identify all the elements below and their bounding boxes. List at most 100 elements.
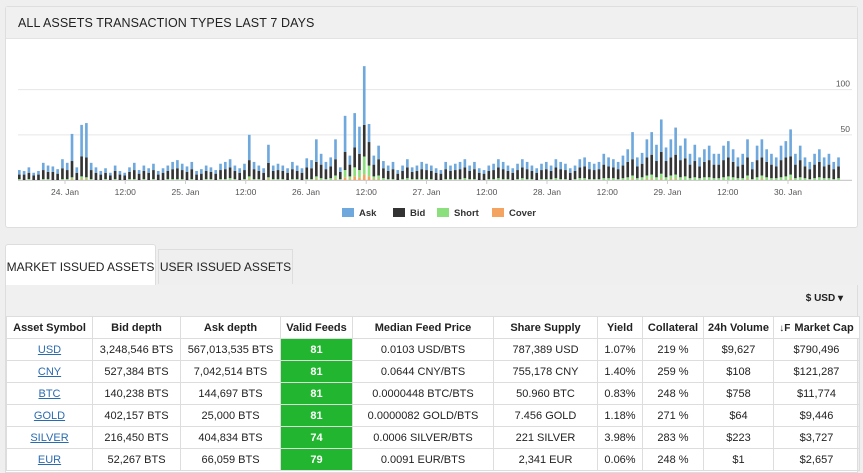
bar-bid <box>89 170 93 180</box>
tab-user-issued-assets[interactable]: USER ISSUED ASSETS <box>158 249 293 284</box>
cell-median-feed-price: 0.0091 EUR/BTS <box>352 448 494 471</box>
bar-ask <box>482 170 486 174</box>
bar-bid <box>688 164 692 179</box>
bar-short <box>348 176 352 180</box>
col-header-collateral[interactable]: Collateral <box>642 316 704 339</box>
bar-short <box>65 179 69 180</box>
bar-short <box>233 179 237 180</box>
col-header-valid-feeds[interactable]: Valid Feeds <box>280 316 353 339</box>
col-header-share-supply[interactable]: Share Supply <box>493 316 598 339</box>
bar-short <box>85 177 88 180</box>
currency-dropdown[interactable]: $ USD ▾ <box>805 293 843 304</box>
bar-bid <box>362 124 366 157</box>
cell-asset-symbol: EUR <box>6 448 93 471</box>
bar-ask <box>592 163 596 171</box>
bar-ask <box>473 161 476 170</box>
bar-bid <box>267 162 270 178</box>
bar-short <box>458 179 462 180</box>
bar-ask <box>770 153 773 165</box>
bar-ask <box>104 168 107 173</box>
legend-swatch-bid <box>393 208 405 217</box>
bar-bid <box>573 170 577 180</box>
bar-short <box>688 178 692 180</box>
asset-symbol-link[interactable]: EUR <box>37 453 62 466</box>
bar-bid <box>774 166 778 179</box>
col-header-label: Median Feed Price <box>374 321 472 334</box>
bar-bid <box>530 170 534 180</box>
bar-short <box>583 178 586 180</box>
bar-ask <box>784 141 788 158</box>
bar-bid <box>65 170 69 180</box>
transactions-chart-panel: ALL ASSETS TRANSACTION TYPES LAST 7 DAYS… <box>5 6 858 228</box>
cell-median-feed-price: 0.0006 SILVER/BTS <box>352 426 494 449</box>
bar-bid <box>813 164 816 179</box>
cell-asset-symbol: BTC <box>6 382 93 405</box>
bar-ask <box>161 168 165 173</box>
bar-bid <box>204 170 208 180</box>
col-header-24h-volume[interactable]: 24h Volume <box>703 316 774 339</box>
bar-bid <box>621 165 625 179</box>
bar-bid <box>286 172 289 180</box>
bar-ask <box>722 145 725 161</box>
bar-ask <box>324 161 328 170</box>
bar-ask <box>410 167 414 172</box>
sort-icon[interactable]: ↓F <box>779 322 791 334</box>
bar-ask <box>664 147 668 162</box>
bar-bid <box>612 167 615 179</box>
bar-bid <box>789 156 792 175</box>
bar-short <box>132 179 136 180</box>
cell-valid-feeds: 79 <box>280 448 353 471</box>
bar-bid <box>319 164 323 179</box>
cell-24h-volume: $758 <box>703 382 774 405</box>
bar-short <box>755 177 759 180</box>
col-header-market-cap[interactable]: ↓F Market Cap <box>773 316 860 339</box>
bar-bid <box>784 157 788 177</box>
bar-short <box>415 179 419 180</box>
bar-ask <box>123 172 127 176</box>
bar-ask <box>535 168 539 173</box>
bar-ask <box>698 157 701 167</box>
bar-bid <box>655 161 658 178</box>
col-header-ask-depth[interactable]: Ask depth <box>180 316 281 339</box>
bar-bid <box>420 169 424 180</box>
asset-symbol-link[interactable]: GOLD <box>33 409 66 422</box>
bar-bid <box>238 172 242 180</box>
bar-bid <box>444 169 448 180</box>
bar-bid <box>200 173 203 180</box>
bar-short <box>276 179 280 180</box>
bar-ask <box>521 159 524 168</box>
legend-label-short: Short <box>454 208 480 219</box>
bar-bid <box>434 172 438 180</box>
bar-bid <box>295 170 299 180</box>
bar-cover <box>645 179 649 180</box>
tab-market-issued-assets[interactable]: MARKET ISSUED ASSETS <box>5 244 156 286</box>
bar-ask <box>818 149 821 162</box>
bar-short <box>176 179 179 180</box>
asset-symbol-link[interactable]: SILVER <box>30 431 69 444</box>
bar-bid <box>214 173 218 180</box>
bar-ask <box>688 153 692 165</box>
asset-symbol-link[interactable]: BTC <box>38 387 61 400</box>
bar-ask <box>65 162 69 171</box>
bar-bid <box>271 170 275 180</box>
col-header-median-feed-price[interactable]: Median Feed Price <box>352 316 494 339</box>
asset-symbol-link[interactable]: CNY <box>37 365 62 378</box>
bar-short <box>540 179 543 180</box>
bar-bid <box>315 161 318 177</box>
bar-ask <box>798 145 802 161</box>
col-header-yield[interactable]: Yield <box>597 316 643 339</box>
bar-bid <box>343 151 347 171</box>
bar-ask <box>329 157 333 167</box>
bar-cover <box>85 179 88 180</box>
bar-bid <box>693 161 697 178</box>
table-row: GOLD 402,157 BTS 25,000 BTS 81 0.0000082 GOL… <box>6 404 860 427</box>
bar-short <box>650 174 654 180</box>
bar-bid <box>631 159 634 176</box>
cell-collateral: 259 % <box>642 360 704 383</box>
col-header-asset-symbol[interactable]: Asset Symbol <box>6 316 93 339</box>
bar-bid <box>487 170 491 180</box>
col-header-bid-depth[interactable]: Bid depth <box>92 316 181 339</box>
bar-bid <box>401 170 404 180</box>
asset-symbol-link[interactable]: USD <box>37 343 62 356</box>
bar-short <box>621 178 625 180</box>
